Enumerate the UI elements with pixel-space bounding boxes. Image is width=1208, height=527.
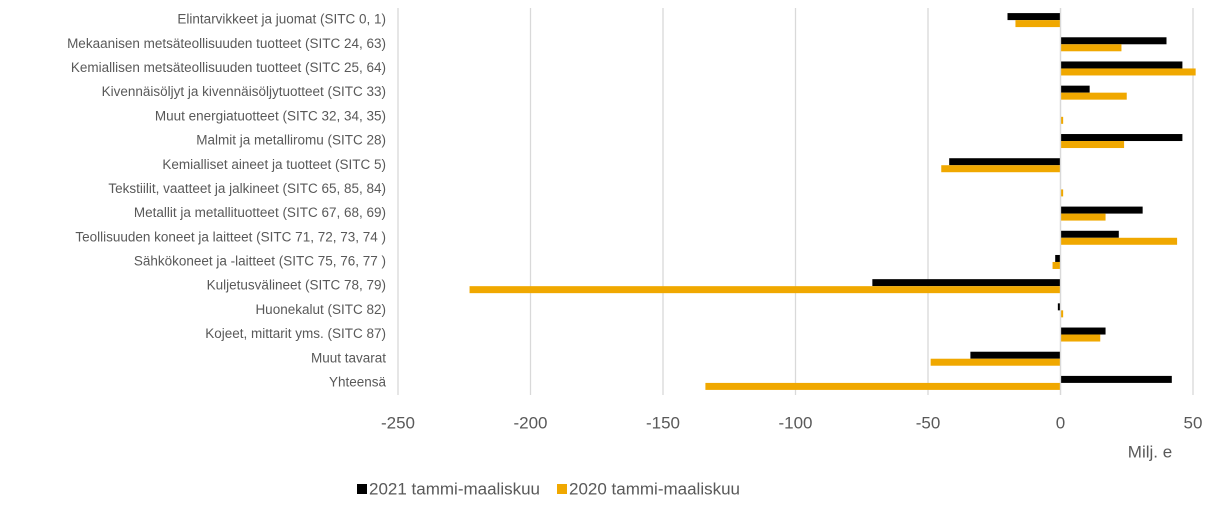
bar <box>941 165 1061 173</box>
y-tick-label: Tekstiilit, vaatteet ja jalkineet (SITC … <box>108 181 386 196</box>
x-tick-label: -50 <box>916 413 941 432</box>
bar <box>1015 20 1061 28</box>
y-tick-label: Yhteensä <box>329 374 387 389</box>
bar <box>1060 327 1106 335</box>
legend-label: 2020 tammi-maaliskuu <box>569 479 740 498</box>
bar <box>970 351 1061 359</box>
x-tick-label: 0 <box>1056 413 1065 432</box>
y-tick-label: Teollisuuden koneet ja laitteet (SITC 71… <box>75 229 386 244</box>
y-tick-label: Kuljetusvälineet (SITC 78, 79) <box>207 278 386 293</box>
y-tick-label: Metallit ja metallituotteet (SITC 67, 68… <box>134 205 386 220</box>
bar <box>1060 37 1167 45</box>
x-tick-label: 50 <box>1184 413 1203 432</box>
legend-swatch <box>357 484 367 494</box>
bar <box>1060 310 1064 318</box>
y-tick-label: Muut tavarat <box>311 350 386 365</box>
bar <box>1060 141 1125 149</box>
y-tick-label: Muut energiatuotteet (SITC 32, 34, 35) <box>155 108 386 123</box>
bar <box>930 358 1061 366</box>
bar <box>1060 44 1122 52</box>
bar <box>1060 230 1119 238</box>
bar <box>1060 206 1143 214</box>
bar <box>1060 61 1183 69</box>
y-tick-label: Malmit ja metalliromu (SITC 28) <box>196 133 386 148</box>
legend-swatch <box>557 484 567 494</box>
bar <box>949 158 1061 166</box>
bar <box>1060 213 1106 221</box>
bar <box>1060 68 1196 76</box>
x-tick-label: -100 <box>778 413 812 432</box>
bar <box>1007 13 1061 21</box>
bar <box>1060 85 1090 93</box>
bar <box>1060 375 1172 383</box>
bar <box>1060 116 1064 124</box>
bar <box>1055 254 1061 262</box>
bar <box>469 286 1061 294</box>
bar <box>705 382 1061 390</box>
y-tick-label: Elintarvikkeet ja juomat (SITC 0, 1) <box>177 12 386 27</box>
y-tick-label: Huonekalut (SITC 82) <box>255 302 386 317</box>
x-tick-label: -250 <box>381 413 415 432</box>
y-tick-label: Mekaanisen metsäteollisuuden tuotteet (S… <box>67 36 386 51</box>
y-tick-label: Kemiallisen metsäteollisuuden tuotteet (… <box>71 60 386 75</box>
bar <box>1057 303 1061 311</box>
bar <box>872 279 1061 287</box>
bar <box>1060 237 1178 245</box>
x-tick-label: -150 <box>646 413 680 432</box>
bar <box>1060 189 1064 197</box>
legend-label: 2021 tammi-maaliskuu <box>369 479 540 498</box>
x-tick-label: -200 <box>513 413 547 432</box>
y-tick-label: Sähkökoneet ja -laitteet (SITC 75, 76, 7… <box>134 254 386 269</box>
bar <box>1060 92 1127 100</box>
bar <box>1052 261 1061 269</box>
y-tick-label: Kemialliset aineet ja tuotteet (SITC 5) <box>162 157 386 172</box>
y-tick-label: Kivennäisöljyt ja kivennäisöljytuotteet … <box>102 84 386 99</box>
y-tick-label: Kojeet, mittarit yms. (SITC 87) <box>205 326 386 341</box>
bar <box>1060 134 1183 142</box>
bar <box>1060 334 1101 342</box>
x-axis-label: Milj. e <box>1128 442 1172 461</box>
